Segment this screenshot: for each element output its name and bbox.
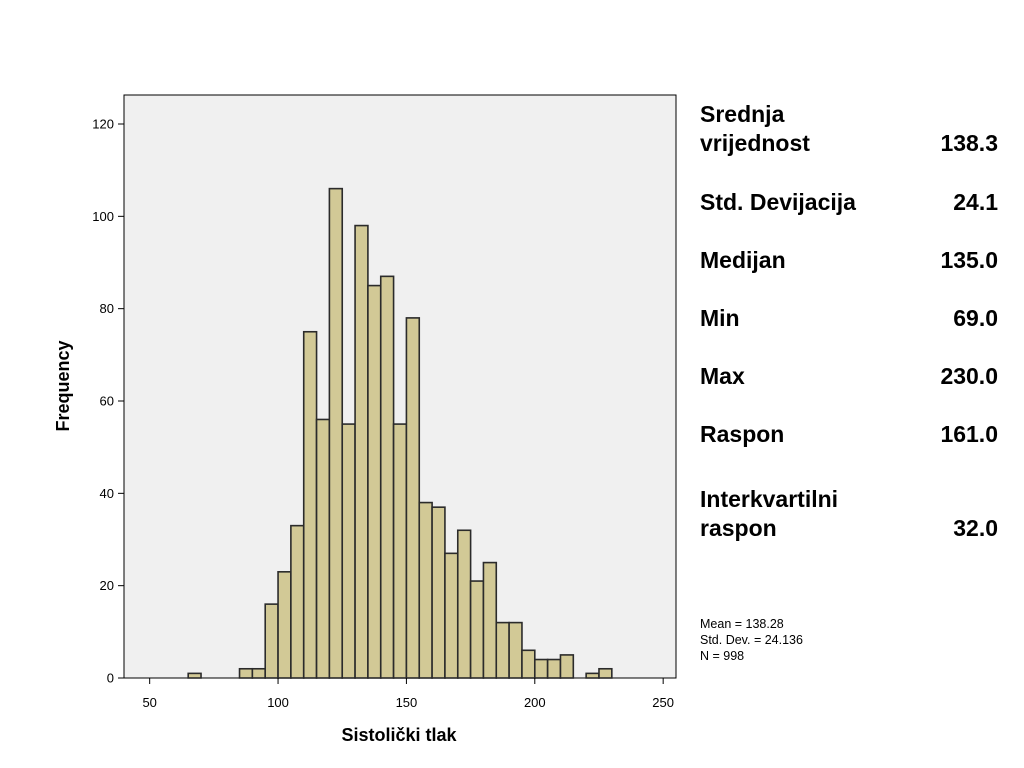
stat-value-mean: 138.3 bbox=[940, 130, 998, 156]
histogram-bar bbox=[315, 418, 331, 679]
stat-label-max: Max bbox=[700, 363, 745, 389]
histogram-bar bbox=[354, 224, 369, 679]
stat-label-std: Std. Devijacija bbox=[700, 189, 856, 215]
histogram-bar bbox=[264, 603, 279, 679]
histogram-bar bbox=[546, 658, 562, 679]
stat-label-mean-line1: Srednja bbox=[700, 101, 785, 127]
y-tick-label: 120 bbox=[92, 117, 114, 132]
stat-value-median: 135.0 bbox=[940, 247, 998, 273]
histogram-bar bbox=[328, 187, 344, 679]
y-tick-label: 60 bbox=[100, 394, 114, 409]
histogram-bar bbox=[418, 501, 433, 679]
histogram-bar bbox=[521, 649, 536, 679]
histogram-bar bbox=[533, 658, 549, 679]
histogram-bar bbox=[585, 672, 600, 679]
stat-label-min: Min bbox=[700, 305, 740, 331]
stat-label-mean-line2: vrijednost bbox=[700, 130, 810, 156]
stat-label-median: Medijan bbox=[700, 247, 786, 273]
histogram-bar bbox=[431, 506, 446, 679]
summary-mean: Mean = 138.28 bbox=[700, 617, 784, 631]
histogram-bar bbox=[508, 621, 523, 679]
histogram-bar bbox=[251, 667, 267, 679]
x-tick-label: 100 bbox=[267, 695, 289, 710]
histogram-bar bbox=[469, 580, 485, 679]
stat-label-iqr: Interkvartilni raspon bbox=[700, 485, 900, 543]
bars-group bbox=[187, 187, 613, 679]
histogram-bar bbox=[187, 672, 202, 679]
histogram-bar bbox=[341, 423, 356, 679]
histogram-bar bbox=[495, 621, 510, 679]
stat-value-min: 69.0 bbox=[953, 305, 998, 331]
summary-n: N = 998 bbox=[700, 649, 745, 663]
histogram-bar bbox=[405, 317, 421, 679]
y-axis-title: Frequency bbox=[53, 340, 73, 431]
x-axis-title: Sistolički tlak bbox=[341, 725, 457, 745]
stat-label-range: Raspon bbox=[700, 421, 785, 447]
x-tick-label: 250 bbox=[652, 695, 674, 710]
histogram-bar bbox=[302, 330, 318, 679]
y-tick-label: 0 bbox=[107, 671, 114, 686]
stat-value-max: 230.0 bbox=[940, 363, 998, 389]
x-tick-label: 150 bbox=[396, 695, 418, 710]
stat-value-range: 161.0 bbox=[940, 421, 998, 447]
y-tick-label: 80 bbox=[100, 301, 114, 316]
histogram-bar bbox=[379, 275, 395, 679]
histogram-bar bbox=[238, 667, 254, 679]
stat-value-iqr: 32.0 bbox=[953, 515, 998, 541]
histogram-bar bbox=[277, 571, 292, 679]
stat-label-mean: Srednja vrijednost bbox=[700, 100, 900, 158]
x-tick-label: 200 bbox=[524, 695, 546, 710]
x-tick-label: 50 bbox=[142, 695, 156, 710]
histogram-bar bbox=[482, 561, 498, 679]
histogram-bar bbox=[598, 667, 613, 679]
axes-group: 0 20 40 60 80 100 120 50 100 150 200 250 bbox=[92, 117, 674, 711]
y-tick-label: 20 bbox=[100, 578, 114, 593]
stat-value-std: 24.1 bbox=[953, 189, 998, 215]
y-tick-label: 40 bbox=[100, 486, 114, 501]
summary-std-dev: Std. Dev. = 24.136 bbox=[700, 633, 803, 647]
histogram-bar bbox=[559, 654, 575, 679]
y-tick-label: 100 bbox=[92, 209, 114, 224]
stat-label-iqr-line1: Interkvartilni bbox=[700, 486, 839, 512]
histogram-bar bbox=[290, 524, 305, 679]
histogram-bar bbox=[392, 423, 408, 679]
summary-box: Mean = 138.28 Std. Dev. = 24.136 N = 998 bbox=[700, 616, 803, 664]
histogram-bar bbox=[456, 529, 472, 679]
histogram-bar bbox=[444, 552, 459, 679]
stat-label-iqr-line2: raspon bbox=[700, 515, 777, 541]
histogram-bar bbox=[367, 284, 382, 679]
